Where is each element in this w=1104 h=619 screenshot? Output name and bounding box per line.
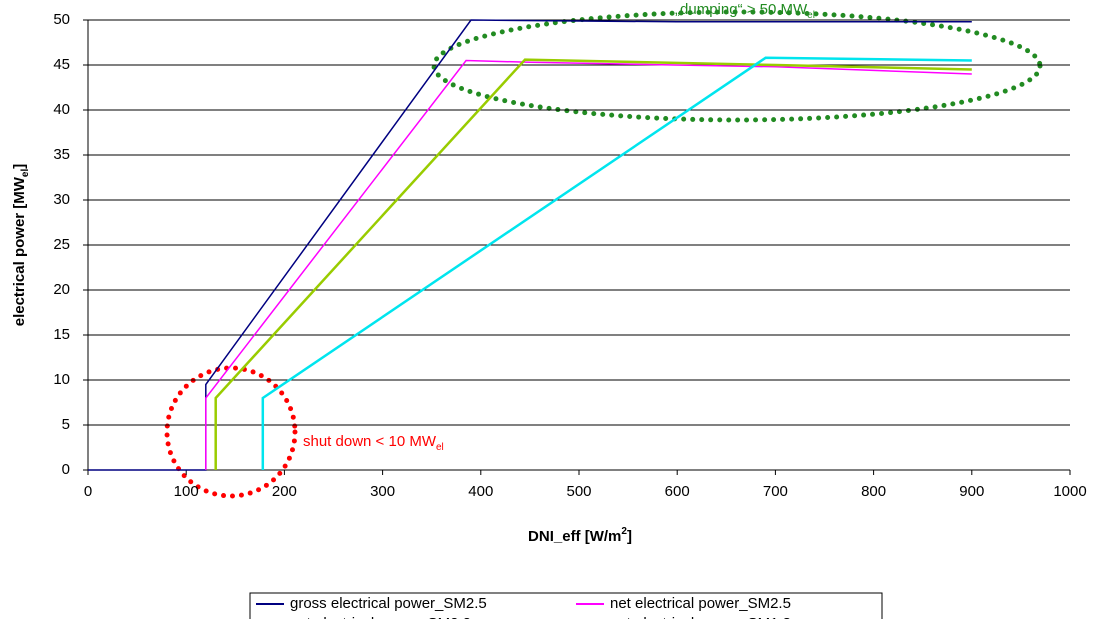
y-tick-label: 25 xyxy=(53,236,70,253)
y-tick-label: 10 xyxy=(53,371,70,388)
series-line xyxy=(214,58,972,470)
x-tick-label: 900 xyxy=(959,483,984,500)
series-line xyxy=(205,59,972,470)
y-tick-label: 15 xyxy=(53,326,70,343)
series-line xyxy=(88,19,972,471)
y-tick-label: 45 xyxy=(53,56,70,73)
y-tick-label: 20 xyxy=(53,281,70,298)
legend-label: net electrical power_SM2.2 xyxy=(290,615,471,619)
x-tick-label: 800 xyxy=(861,483,886,500)
y-label-sub: el xyxy=(20,169,31,178)
x-tick-label: 400 xyxy=(468,483,493,500)
y-tick-label: 0 xyxy=(62,461,70,478)
annotation-sub: el xyxy=(807,10,815,21)
dumping-ellipse xyxy=(431,9,1043,123)
annotation: „dumping“ > 50 MWel xyxy=(675,1,815,21)
x-tick-label: 500 xyxy=(566,483,591,500)
y-tick-label: 40 xyxy=(53,101,70,118)
x-label-text: DNI_eff [W/m xyxy=(528,528,621,545)
x-tick-label: 600 xyxy=(665,483,690,500)
y-axis-label: electrical power [MWel] xyxy=(11,164,31,327)
x-tick-label: 100 xyxy=(174,483,199,500)
x-tick-label: 700 xyxy=(763,483,788,500)
x-tick-label: 300 xyxy=(370,483,395,500)
y-tick-label: 5 xyxy=(62,416,70,433)
y-label-text: electrical power [MW xyxy=(11,176,28,326)
legend-box xyxy=(249,592,883,619)
annotation-sub: el xyxy=(436,442,444,453)
x-label-sup: 2 xyxy=(621,526,627,537)
x-label-text: ] xyxy=(627,528,632,545)
x-tick-label: 200 xyxy=(272,483,297,500)
x-tick-label: 0 xyxy=(84,483,92,500)
x-tick-label: 1000 xyxy=(1053,483,1086,500)
legend-label: net electrical power_SM2.5 xyxy=(610,595,791,612)
annotation: shut down < 10 MWel xyxy=(303,433,444,453)
series-line xyxy=(261,56,972,470)
legend-label: net electrical power_SM1.3 xyxy=(610,615,791,619)
y-label-text: ] xyxy=(11,164,28,169)
y-tick-label: 35 xyxy=(53,146,70,163)
legend-label: gross electrical power_SM2.5 xyxy=(290,595,487,612)
y-tick-label: 30 xyxy=(53,191,70,208)
y-tick-label: 50 xyxy=(53,11,70,28)
shutdown-circle xyxy=(164,365,298,499)
x-axis-label: DNI_eff [W/m2] xyxy=(528,526,632,545)
annotation-text: „dumping“ > 50 MW xyxy=(675,1,808,18)
annotation-text: shut down < 10 MW xyxy=(303,433,437,450)
